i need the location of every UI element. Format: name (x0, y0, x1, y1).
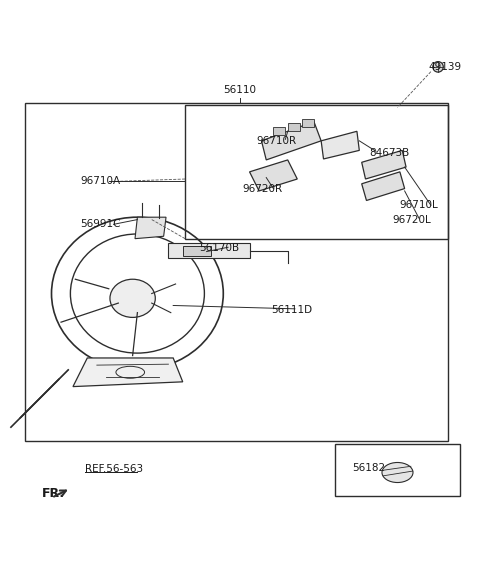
Polygon shape (321, 131, 360, 159)
Text: 56182: 56182 (352, 463, 385, 473)
Text: 96710R: 96710R (257, 136, 297, 146)
Text: FR.: FR. (42, 487, 65, 499)
Text: 84673B: 84673B (369, 148, 409, 158)
Text: 56110: 56110 (224, 86, 256, 95)
Ellipse shape (433, 61, 444, 72)
Polygon shape (73, 358, 183, 387)
Text: REF.56-563: REF.56-563 (85, 464, 143, 474)
Ellipse shape (110, 279, 156, 318)
Polygon shape (250, 160, 297, 191)
Text: 96710L: 96710L (400, 201, 439, 210)
Bar (336, 444, 459, 496)
Polygon shape (362, 151, 406, 179)
Bar (185, 105, 447, 239)
Text: 96710A: 96710A (80, 177, 120, 186)
Text: 49139: 49139 (429, 62, 462, 72)
Polygon shape (135, 217, 166, 239)
Text: 56111D: 56111D (271, 305, 312, 315)
Bar (288, 123, 300, 131)
Bar (302, 119, 314, 127)
Polygon shape (168, 244, 250, 258)
Ellipse shape (382, 462, 413, 483)
Bar (183, 246, 211, 256)
Text: 56991C: 56991C (80, 219, 120, 229)
Text: 96720L: 96720L (393, 215, 432, 224)
Polygon shape (362, 172, 405, 201)
Text: 56170B: 56170B (199, 243, 240, 253)
Bar (274, 127, 285, 135)
Bar (25, 103, 447, 441)
Text: 96720R: 96720R (242, 183, 283, 194)
Polygon shape (262, 122, 321, 160)
